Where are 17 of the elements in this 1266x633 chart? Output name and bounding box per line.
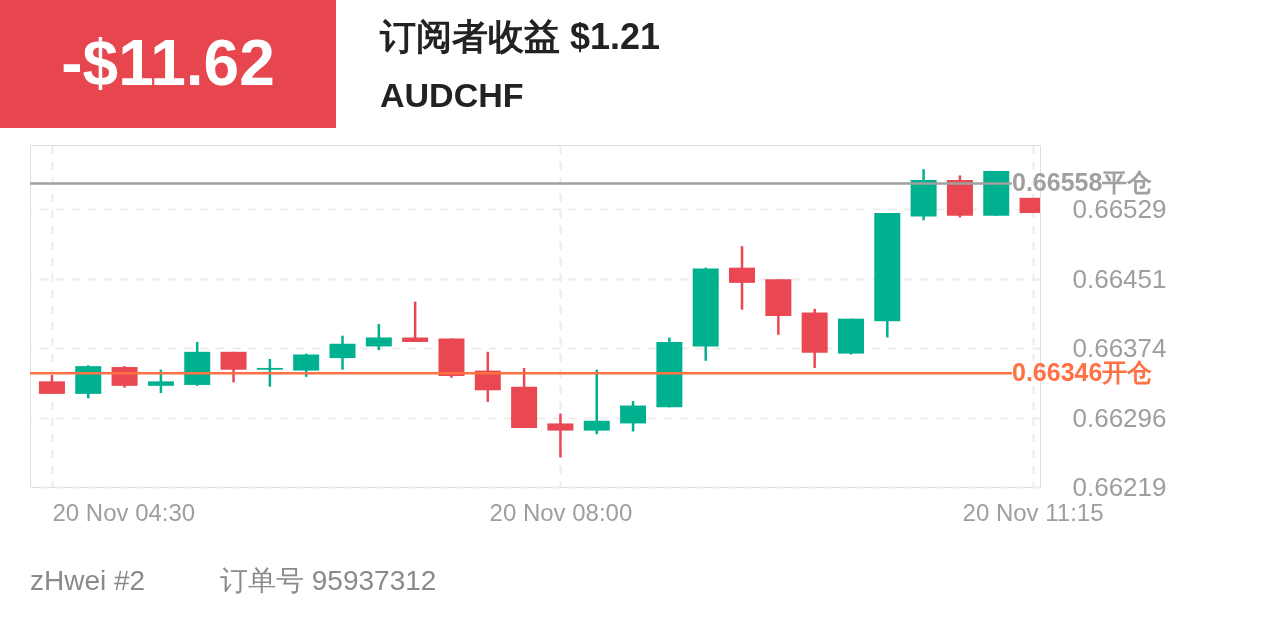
candlestick (547, 412, 574, 459)
chart-title: 订阅者收益 $1.21 (379, 16, 661, 57)
ref-line-label: 0.66558平仓 (1012, 168, 1153, 197)
text: -$11.62 (61, 27, 275, 99)
x-tick-label: 20 Nov 04:30 (52, 498, 196, 526)
text: 订单号 95937312 (220, 565, 437, 596)
ref-line-label: 0.66346开仓 (1012, 358, 1153, 387)
candlestick (365, 322, 392, 352)
candlestick (402, 300, 429, 344)
candlestick (147, 368, 174, 395)
y-tick-label: 0.66296 (1072, 402, 1167, 433)
candlestick (583, 368, 610, 436)
candlestick (256, 357, 283, 388)
y-tick-label: 0.66451 (1072, 263, 1167, 294)
chart-subtitle: AUDCHF (380, 76, 524, 114)
x-tick-label: 20 Nov 08:00 (489, 498, 633, 526)
text: zHwei #2 (30, 565, 146, 596)
